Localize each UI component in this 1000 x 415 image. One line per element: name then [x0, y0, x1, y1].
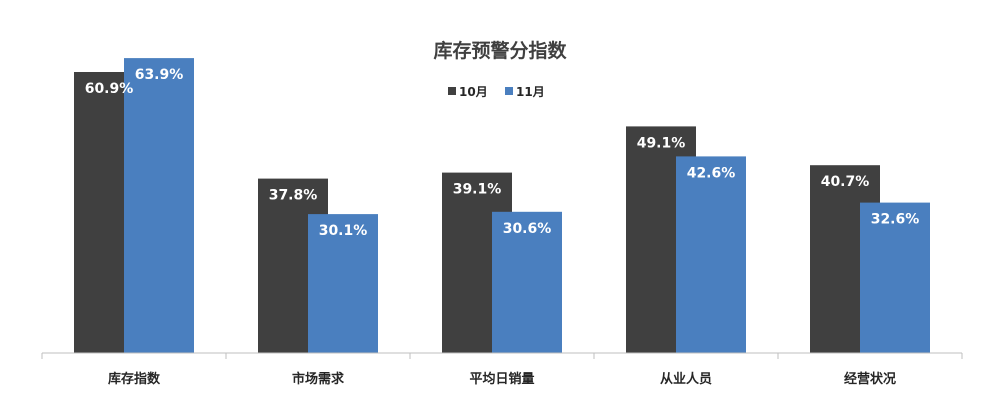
- chart-title: 库存预警分指数: [433, 39, 567, 62]
- data-label-11月-从业人员: 42.6%: [687, 165, 736, 181]
- bar-11月-从业人员: [676, 156, 746, 353]
- category-label-经营状况: 经营状况: [844, 371, 896, 387]
- bars-group: [74, 58, 930, 354]
- data-label-11月-市场需求: 30.1%: [319, 223, 368, 239]
- data-label-10月-库存指数: 60.9%: [85, 81, 134, 97]
- legend-swatch-11: [505, 87, 513, 95]
- data-label-10月-市场需求: 37.8%: [269, 188, 318, 204]
- category-labels: 库存指数 市场需求 平均日销量 从业人员 经营状况: [108, 371, 896, 387]
- category-label-从业人员: 从业人员: [660, 371, 712, 387]
- bar-11月-市场需求: [308, 214, 378, 353]
- category-label-库存指数: 库存指数: [108, 371, 161, 387]
- x-axis-ticks: [41, 353, 963, 359]
- category-label-平均日销量: 平均日销量: [469, 371, 534, 387]
- data-label-10月-经营状况: 40.7%: [821, 174, 870, 190]
- data-labels-group: 60.9%63.9% 37.8% 30.1% 39.1% 30.6% 49.1%42.6%…: [85, 67, 920, 239]
- legend-label-10: 10月: [459, 85, 488, 99]
- data-label-10月-从业人员: 49.1%: [637, 135, 686, 151]
- data-label-11月-平均日销量: 30.6%: [503, 221, 552, 237]
- data-label-11月-经营状况: 32.6%: [871, 212, 920, 228]
- category-label-市场需求: 市场需求: [292, 371, 345, 387]
- data-label-10月-平均日销量: 39.1%: [453, 182, 502, 198]
- bar-11月-库存指数: [124, 58, 194, 353]
- legend: 10月 11月: [448, 85, 545, 99]
- data-label-11月-库存指数: 63.9%: [135, 67, 184, 83]
- legend-label-11: 11月: [516, 85, 545, 99]
- legend-swatch-10: [448, 87, 456, 95]
- bar-11月-经营状况: [860, 202, 930, 353]
- bar-11月-平均日销量: [492, 211, 562, 353]
